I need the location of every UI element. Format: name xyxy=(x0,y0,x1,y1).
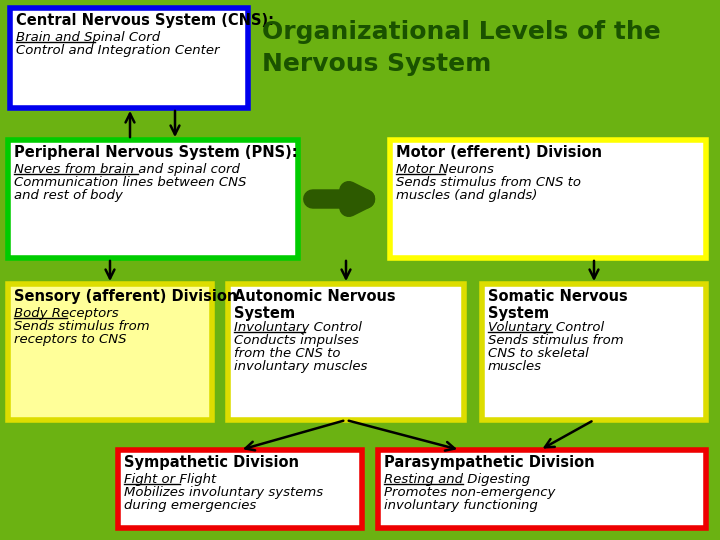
Text: involuntary functioning: involuntary functioning xyxy=(384,499,538,512)
FancyBboxPatch shape xyxy=(228,284,464,420)
Text: Sends stimulus from: Sends stimulus from xyxy=(488,334,624,347)
Text: Sends stimulus from CNS to: Sends stimulus from CNS to xyxy=(396,176,581,189)
Text: receptors to CNS: receptors to CNS xyxy=(14,333,127,346)
FancyBboxPatch shape xyxy=(8,140,298,258)
Text: Central Nervous System (CNS):: Central Nervous System (CNS): xyxy=(16,13,274,28)
Text: Peripheral Nervous System (PNS):: Peripheral Nervous System (PNS): xyxy=(14,145,297,160)
Text: Involuntary Control: Involuntary Control xyxy=(234,321,362,334)
Text: Brain and Spinal Cord: Brain and Spinal Cord xyxy=(16,31,160,44)
Text: Resting and Digesting: Resting and Digesting xyxy=(384,473,530,486)
Text: involuntary muscles: involuntary muscles xyxy=(234,360,367,373)
FancyBboxPatch shape xyxy=(8,284,212,420)
Text: Voluntary Control: Voluntary Control xyxy=(488,321,604,334)
Text: Conducts impulses: Conducts impulses xyxy=(234,334,359,347)
FancyBboxPatch shape xyxy=(378,450,706,528)
FancyBboxPatch shape xyxy=(10,8,248,108)
Text: and rest of body: and rest of body xyxy=(14,189,123,202)
Text: Nervous System: Nervous System xyxy=(262,52,491,76)
Text: Sends stimulus from: Sends stimulus from xyxy=(14,320,150,333)
Text: from the CNS to: from the CNS to xyxy=(234,347,341,360)
Text: CNS to skeletal: CNS to skeletal xyxy=(488,347,589,360)
Text: during emergencies: during emergencies xyxy=(124,499,256,512)
FancyBboxPatch shape xyxy=(390,140,706,258)
Text: Parasympathetic Division: Parasympathetic Division xyxy=(384,455,595,470)
Text: Mobilizes involuntary systems: Mobilizes involuntary systems xyxy=(124,486,323,499)
Text: Motor (efferent) Division: Motor (efferent) Division xyxy=(396,145,602,160)
Text: Body Receptors: Body Receptors xyxy=(14,307,119,320)
Text: muscles: muscles xyxy=(488,360,542,373)
Text: Communication lines between CNS: Communication lines between CNS xyxy=(14,176,246,189)
Text: Promotes non-emergency: Promotes non-emergency xyxy=(384,486,555,499)
FancyBboxPatch shape xyxy=(482,284,706,420)
Text: Autonomic Nervous
System: Autonomic Nervous System xyxy=(234,289,395,321)
Text: Sympathetic Division: Sympathetic Division xyxy=(124,455,299,470)
Text: muscles (and glands): muscles (and glands) xyxy=(396,189,537,202)
Text: Control and Integration Center: Control and Integration Center xyxy=(16,44,220,57)
Text: Somatic Nervous
System: Somatic Nervous System xyxy=(488,289,628,321)
Text: Motor Neurons: Motor Neurons xyxy=(396,163,494,176)
Text: Fight or Flight: Fight or Flight xyxy=(124,473,216,486)
FancyBboxPatch shape xyxy=(118,450,362,528)
Text: Nerves from brain and spinal cord: Nerves from brain and spinal cord xyxy=(14,163,240,176)
Text: Sensory (afferent) Division: Sensory (afferent) Division xyxy=(14,289,238,304)
Text: Organizational Levels of the: Organizational Levels of the xyxy=(262,20,661,44)
